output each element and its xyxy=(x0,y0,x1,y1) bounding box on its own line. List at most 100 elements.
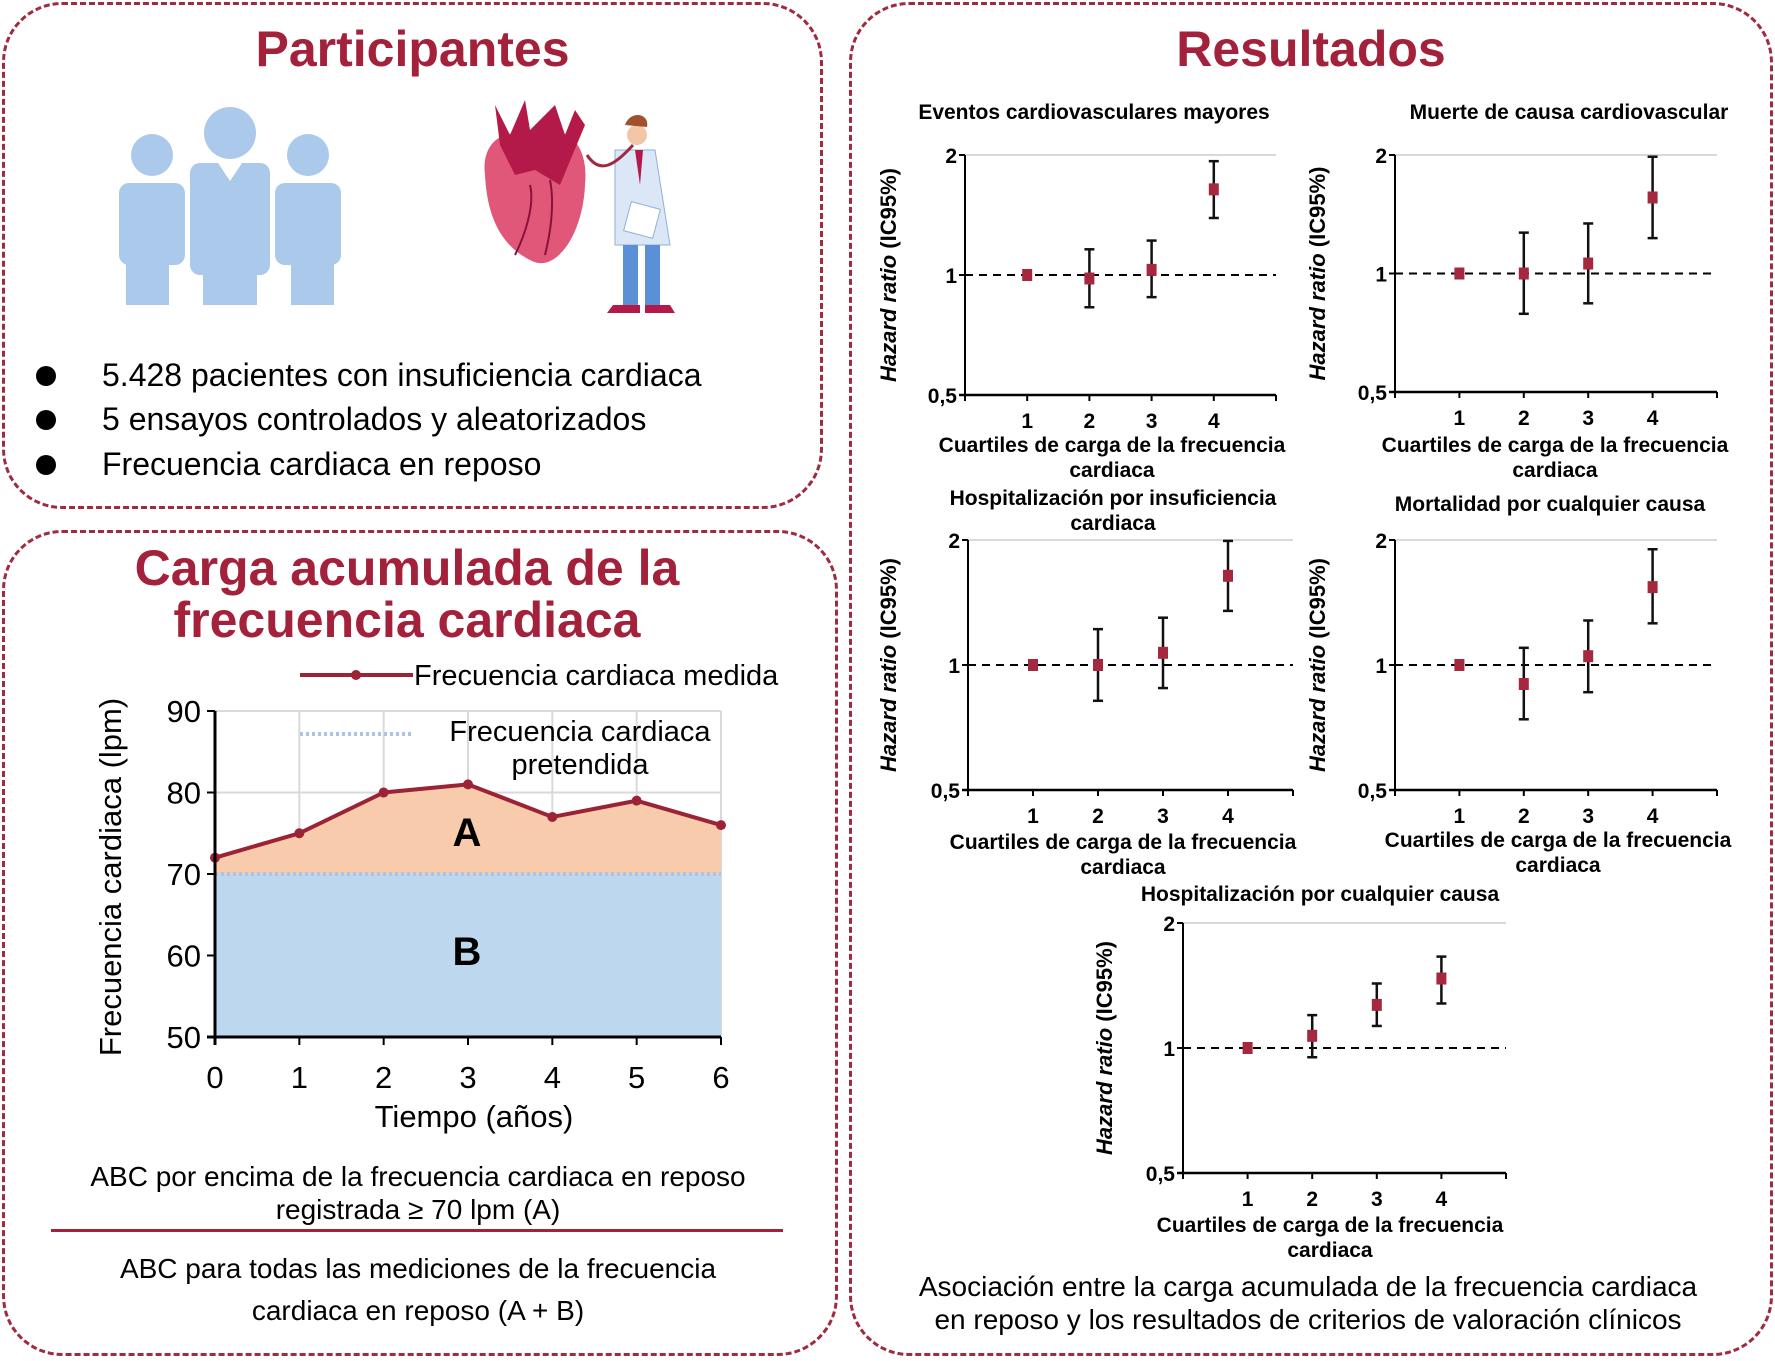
x-tick-label: 4 xyxy=(1222,805,1234,828)
x-tick-label: 1 xyxy=(1454,805,1466,828)
forest-plot-5: 0,5 1 2 1 2 3 4 Hazard ratio (IC95%) xyxy=(1092,913,1507,1211)
bullet-dot-icon xyxy=(36,409,56,430)
y-axis-title-italic: Hazard ratio xyxy=(876,645,901,772)
people-group-icon xyxy=(119,107,341,305)
hazard-ratio-marker xyxy=(1307,1029,1318,1042)
measured-point xyxy=(716,820,726,831)
forest-plot-1: 0,5 1 2 1 2 3 4 Hazard ratio (IC95%) xyxy=(876,145,1277,433)
x-tick-label: 1 xyxy=(1021,410,1033,433)
bullet-dot-icon xyxy=(36,365,56,386)
forest-plot-3: 0,5 1 2 1 2 3 4 Hazard ratio (IC95%) xyxy=(876,530,1294,828)
hazard-ratio-marker xyxy=(1436,972,1447,985)
region-label-a: A xyxy=(453,811,482,855)
results-panel xyxy=(849,2,1773,1356)
y-tick-label: 1 xyxy=(1163,1038,1175,1061)
x-tick-label: 3 xyxy=(1146,410,1158,433)
y-axis-title-unit: (IC95%) xyxy=(876,168,901,255)
divider xyxy=(51,1229,783,1232)
y-tick-label: 1 xyxy=(945,265,957,288)
results-caption: Asociación entre la carga acumulada de l… xyxy=(918,1271,1698,1335)
hazard-ratio-marker xyxy=(1158,646,1168,659)
y-tick-label: 0,5 xyxy=(928,385,958,408)
x-tick-label: 6 xyxy=(712,1060,729,1095)
burden-title: Carga acumulada de la frecuencia cardiac… xyxy=(134,540,680,648)
forest-plot-title: Mortalidad por cualquier causa xyxy=(1394,493,1706,516)
measured-point xyxy=(294,828,305,839)
y-axis-title: Hazard ratio (IC95%) xyxy=(876,168,901,382)
y-tick-label: 2 xyxy=(1375,145,1387,168)
x-tick-label: 1 xyxy=(1242,1188,1254,1211)
heart-rate-area-chart: 50 60 70 80 90 0 1 2 3 4 5 6 Tiempo (años) Frecuencia… xyxy=(93,660,779,1134)
burden-panel xyxy=(2,530,838,1356)
hazard-ratio-marker xyxy=(1518,678,1529,691)
hazard-ratio-marker xyxy=(1022,269,1033,281)
y-tick-label: 80 xyxy=(167,776,201,811)
y-axis-title: Hazard ratio (IC95%) xyxy=(1305,167,1330,381)
y-axis-title-unit: (IC95%) xyxy=(876,558,901,645)
forest-plot-2: 0,5 1 2 1 2 3 4 Hazard ratio (IC95%) xyxy=(1305,145,1718,430)
hazard-ratio-marker xyxy=(1583,650,1594,663)
x-tick-label: 3 xyxy=(459,1060,476,1095)
y-axis-title-italic: Hazard ratio xyxy=(1305,253,1330,380)
x-tick-label: 3 xyxy=(1157,805,1169,828)
x-tick-label: 5 xyxy=(628,1060,645,1095)
y-tick-label: 0,5 xyxy=(1146,1163,1176,1186)
participants-title: Participantes xyxy=(255,21,570,77)
bullet-trials: 5 ensayos controlados y aleatorizados xyxy=(36,401,646,438)
y-tick-label: 2 xyxy=(948,530,960,553)
x-tick-label: 4 xyxy=(1208,410,1220,433)
note-area-a: ABC por encima de la frecuencia cardiaca… xyxy=(90,1161,746,1225)
note-area-ab: ABC para todas las mediciones de la frec… xyxy=(119,1253,717,1326)
forest-plot-title: Hospitalización por insuficiencia cardia… xyxy=(949,487,1277,535)
hazard-ratio-marker xyxy=(1084,272,1095,285)
x-tick-label: 2 xyxy=(1518,805,1530,828)
x-tick-label: 2 xyxy=(1084,410,1096,433)
forest-plot-title: Muerte de causa cardiovascular xyxy=(1409,101,1729,124)
x-axis-title: Cuartiles de carga de la frecuencia card… xyxy=(949,831,1297,879)
hazard-ratio-marker xyxy=(1371,998,1382,1011)
x-tick-label: 2 xyxy=(375,1060,392,1095)
hazard-ratio-marker xyxy=(1647,191,1658,204)
hazard-ratio-marker xyxy=(1454,659,1465,671)
y-axis-title-italic: Hazard ratio xyxy=(876,255,901,382)
x-axis-title: Cuartiles de carga de la frecuencia card… xyxy=(1384,829,1732,877)
bullet-resting-hr: Frecuencia cardiaca en reposo xyxy=(36,446,541,483)
y-tick-label: 2 xyxy=(1375,530,1387,553)
y-tick-label: 2 xyxy=(945,145,957,168)
x-tick-label: 4 xyxy=(544,1060,561,1095)
y-axis-title: Frecuencia cardiaca (lpm) xyxy=(93,698,128,1056)
y-tick-label: 1 xyxy=(948,655,960,678)
hazard-ratio-marker xyxy=(1028,659,1038,671)
x-axis-title: Cuartiles de carga de la frecuencia card… xyxy=(1156,1214,1504,1262)
hazard-ratio-marker xyxy=(1518,267,1529,280)
y-axis-title: Hazard ratio (IC95%) xyxy=(1092,941,1117,1155)
area-b xyxy=(215,874,721,1037)
hazard-ratio-marker xyxy=(1208,183,1219,196)
x-axis-title: Cuartiles de carga de la frecuencia card… xyxy=(938,434,1286,482)
x-tick-label: 1 xyxy=(1027,805,1039,828)
y-tick-label: 1 xyxy=(1375,264,1387,287)
legend-measured-marker xyxy=(351,670,361,680)
forest-plot-4: 0,5 1 2 1 2 3 4 Hazard ratio (IC95%) xyxy=(1305,530,1718,828)
x-tick-label: 1 xyxy=(291,1060,308,1095)
x-tick-label: 2 xyxy=(1092,805,1104,828)
region-label-b: B xyxy=(453,930,482,974)
forest-plot-title: Hospitalización por cualquier causa xyxy=(1140,883,1500,906)
y-axis-title-unit: (IC95%) xyxy=(1305,558,1330,645)
legend-measured-label: Frecuencia cardiaca medida xyxy=(414,660,779,692)
measured-point xyxy=(547,811,558,822)
hazard-ratio-marker xyxy=(1583,257,1594,270)
y-tick-label: 70 xyxy=(167,857,201,892)
x-tick-label: 4 xyxy=(1436,1188,1448,1211)
forest-plot-title: Eventos cardiovasculares mayores xyxy=(918,101,1270,124)
x-tick-label: 4 xyxy=(1647,805,1659,828)
results-title: Resultados xyxy=(1176,21,1446,77)
x-tick-label: 3 xyxy=(1371,1188,1383,1211)
hazard-ratio-marker xyxy=(1146,263,1157,276)
heart-doctor-illustration xyxy=(484,100,675,313)
hazard-ratio-marker xyxy=(1647,581,1658,594)
area-a xyxy=(215,784,721,874)
y-tick-label: 0,5 xyxy=(1358,382,1388,405)
x-tick-label: 4 xyxy=(1647,407,1659,430)
y-tick-label: 0,5 xyxy=(931,780,961,803)
